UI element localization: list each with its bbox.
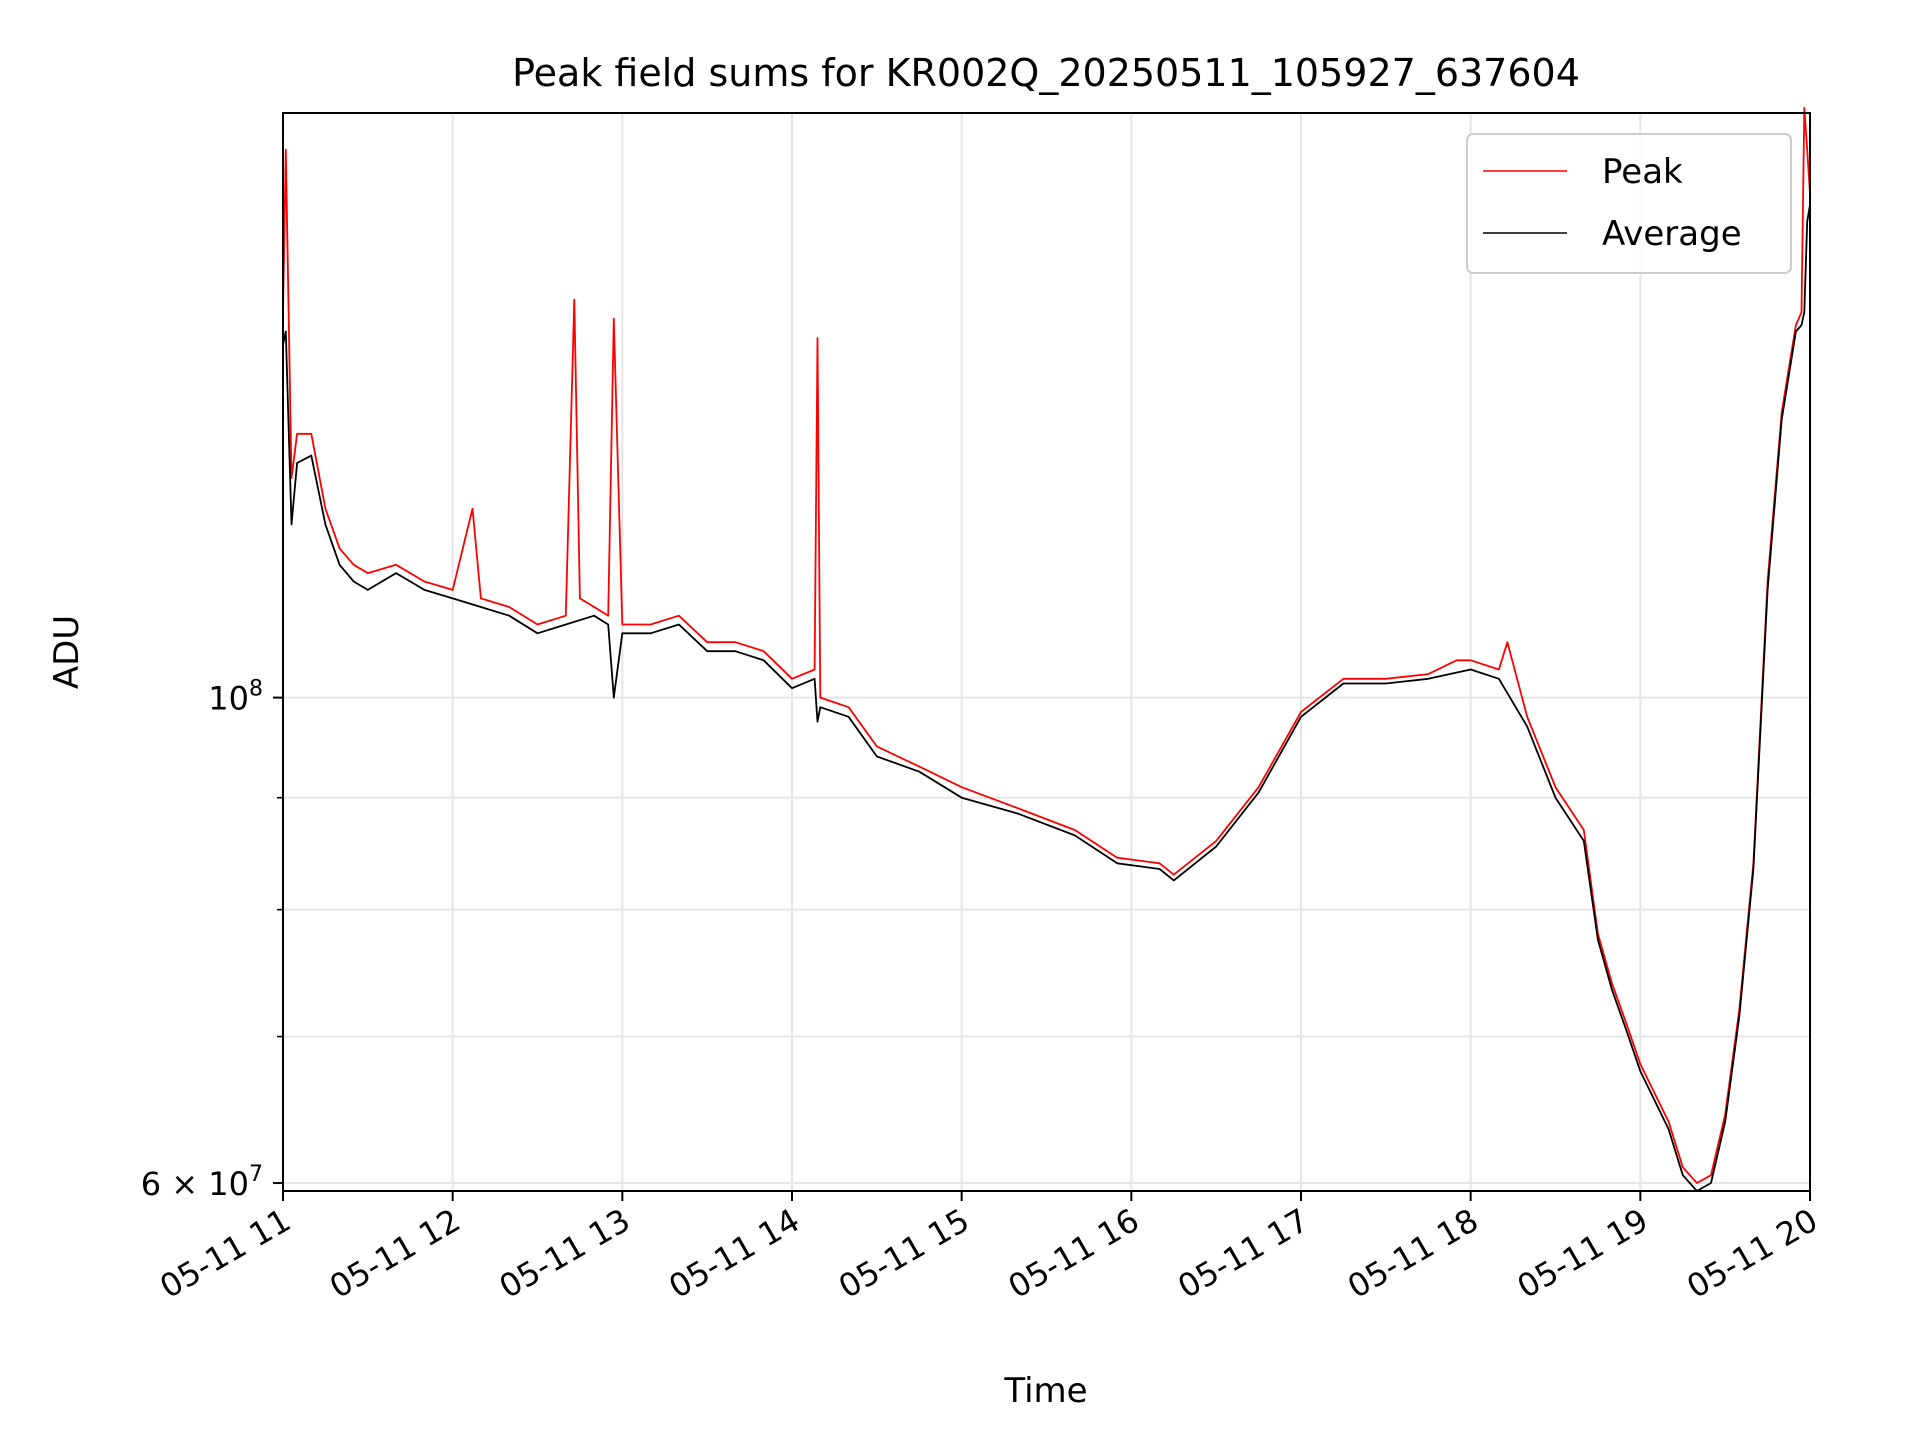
legend-box	[1466, 133, 1792, 274]
y-tick-label-base: 10	[208, 680, 249, 718]
legend-average-label: Average	[1602, 214, 1742, 254]
y-tick-label-base: 6 × 10	[141, 1165, 249, 1203]
legend-peak-label: Peak	[1602, 152, 1683, 192]
series-line-peak	[282, 107, 1811, 1184]
y-tick-label: 6 × 107	[141, 1162, 263, 1203]
y-tick-label-exponent: 8	[249, 677, 263, 702]
y-tick-label-exponent: 7	[249, 1162, 263, 1187]
legend: Peak Average	[1466, 133, 1792, 274]
plot-frame	[282, 112, 1811, 1192]
y-tick-label: 108	[208, 677, 263, 718]
x-axis-label: Time	[1003, 1371, 1087, 1411]
y-axis-label: ADU	[47, 615, 87, 689]
chart-title: Peak field sums for KR002Q_20250511_1059…	[512, 51, 1580, 95]
